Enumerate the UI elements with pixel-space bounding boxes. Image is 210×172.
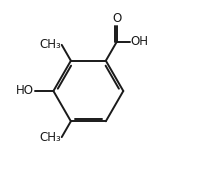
Text: CH₃: CH₃ [39,38,61,51]
Text: O: O [112,12,121,25]
Text: HO: HO [16,84,34,98]
Text: CH₃: CH₃ [39,131,61,144]
Text: OH: OH [130,35,148,49]
